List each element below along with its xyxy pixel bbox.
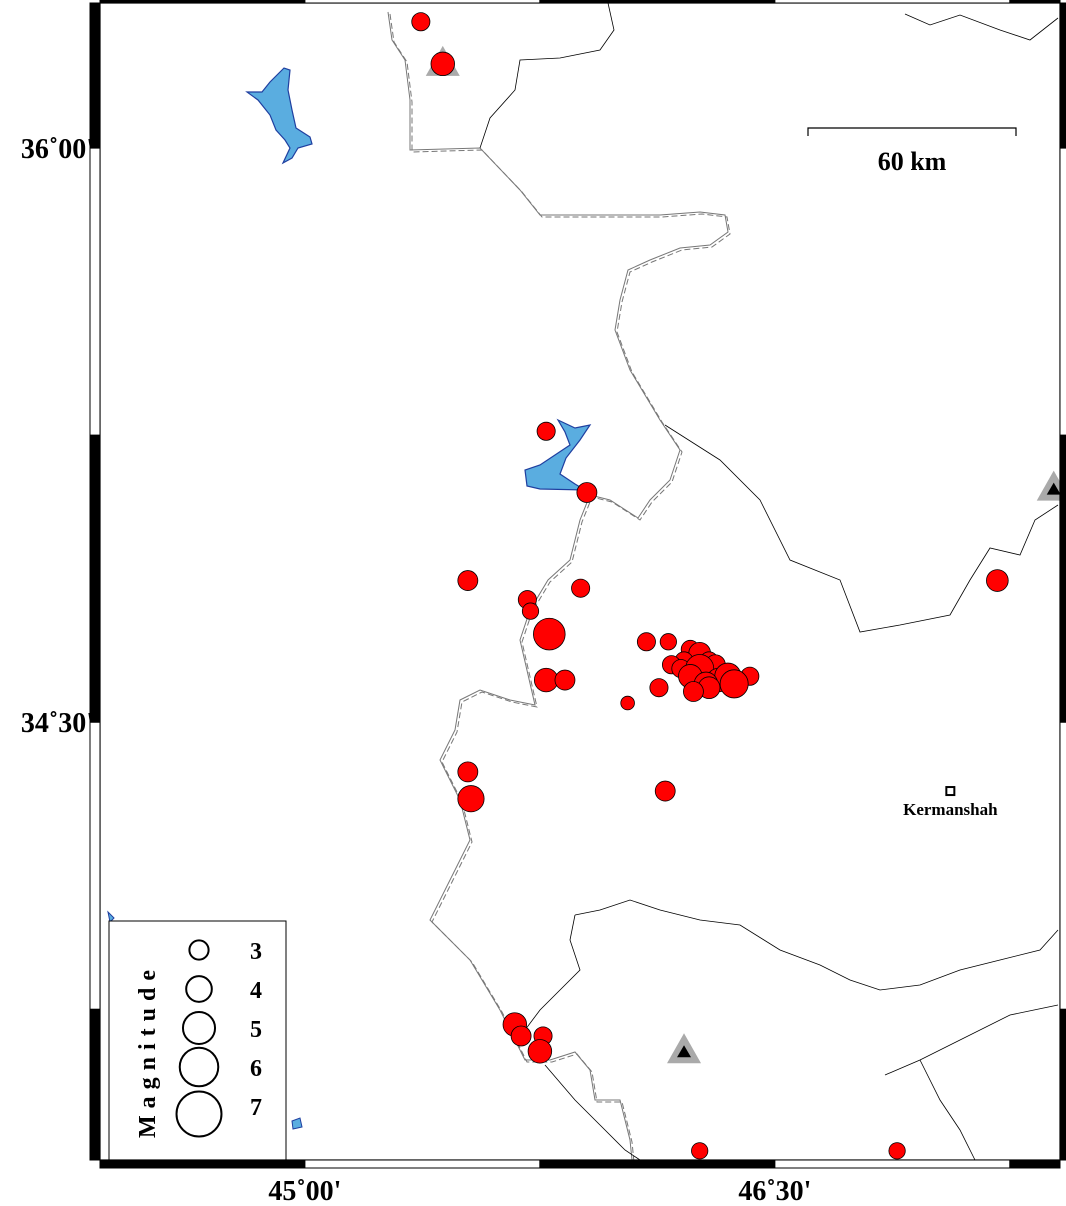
- international-border-line: [387, 11, 729, 1161]
- earthquake-event: [649, 678, 669, 698]
- earthquake-event: [521, 602, 540, 620]
- earthquake-event: [533, 617, 566, 651]
- frame-segment: [89, 721, 101, 1010]
- earthquake-event: [533, 667, 559, 693]
- earthquake-event: [654, 780, 676, 802]
- magnitude-legend: Magnitude 3 4 5 6 7: [108, 920, 287, 1161]
- volcano-inner-icon: [677, 1045, 692, 1058]
- frame-segment: [304, 0, 541, 4]
- legend-circle: [185, 975, 213, 1003]
- volcano-markers: [425, 45, 1066, 1064]
- earthquake-event: [691, 1142, 709, 1160]
- frame-segment: [774, 1159, 1011, 1169]
- legend-label: 5: [250, 1017, 262, 1043]
- earthquake-event: [576, 482, 598, 503]
- volcano-inner-icon: [1046, 482, 1061, 495]
- earthquake-event: [571, 578, 591, 598]
- earthquake-event: [719, 669, 749, 699]
- legend-label: 3: [250, 939, 262, 965]
- legend-box: [108, 920, 287, 1161]
- frame-segment: [1059, 434, 1066, 723]
- lon-tick-label: 46˚30': [738, 1176, 811, 1206]
- earthquake-event: [457, 785, 485, 813]
- earthquake-event: [888, 1142, 906, 1160]
- earthquake-event: [430, 51, 455, 77]
- scale-bar-label: 60 km: [878, 147, 947, 176]
- earthquake-event: [620, 695, 635, 711]
- earthquake-event: [683, 681, 704, 702]
- legend-label: 4: [250, 978, 262, 1004]
- frame-segment: [89, 147, 101, 436]
- frame-segment: [539, 0, 776, 4]
- lakes: [107, 67, 592, 1130]
- earthquake-event: [659, 633, 677, 651]
- frame-segment: [1059, 2, 1066, 149]
- earthquake-events: [411, 12, 1009, 1160]
- frame-segment: [1059, 1008, 1066, 1161]
- frame-segment: [304, 1159, 541, 1169]
- axis-labels: 45˚00' 46˚30' 36˚00' 34˚30': [21, 134, 812, 1206]
- frame-segment: [1059, 147, 1066, 436]
- earthquake-event: [457, 570, 479, 591]
- lake: [245, 67, 313, 165]
- earthquake-event: [536, 421, 556, 441]
- city-label: Kermanshah: [903, 800, 998, 819]
- lake: [107, 910, 303, 1130]
- earthquake-event: [510, 1025, 532, 1047]
- legend-title: Magnitude: [135, 963, 161, 1138]
- legend-label: 7: [250, 1095, 262, 1121]
- earthquake-event: [636, 632, 656, 652]
- frame-segment: [1059, 721, 1066, 1010]
- city-marker-icon: [945, 786, 956, 797]
- earthquake-event: [527, 1039, 553, 1064]
- city-kermanshah: Kermanshah: [903, 786, 998, 819]
- scale-bar-line: [807, 127, 1017, 136]
- frame-segment: [89, 2, 101, 149]
- frame-segment: [1009, 1159, 1061, 1169]
- lake: [524, 418, 592, 491]
- frame-segment: [89, 434, 101, 723]
- frame-segment: [539, 1159, 776, 1169]
- lat-tick-label: 36˚00': [21, 134, 94, 165]
- borders: [387, 2, 1059, 1163]
- frame-segment: [89, 1008, 101, 1161]
- legend-circle: [178, 1046, 220, 1088]
- frame-segment: [99, 0, 306, 4]
- frame-segment: [1009, 0, 1061, 4]
- province-borders: [479, 2, 1059, 1161]
- legend-label: 6: [250, 1056, 262, 1082]
- lat-tick-label: 34˚30': [21, 708, 94, 739]
- lon-tick-label: 45˚00': [268, 1176, 341, 1206]
- earthquake-event: [457, 761, 479, 783]
- earthquake-event: [411, 12, 431, 32]
- earthquake-event: [986, 569, 1009, 592]
- legend-circle: [175, 1090, 223, 1138]
- map-frame: [89, 0, 1066, 1169]
- legend-circle: [181, 1010, 217, 1046]
- legend-circle: [188, 939, 210, 961]
- frame-segment: [774, 0, 1011, 4]
- earthquake-event: [554, 669, 576, 691]
- scale-bar: 60 km: [807, 127, 1017, 176]
- frame-segment: [99, 1159, 306, 1169]
